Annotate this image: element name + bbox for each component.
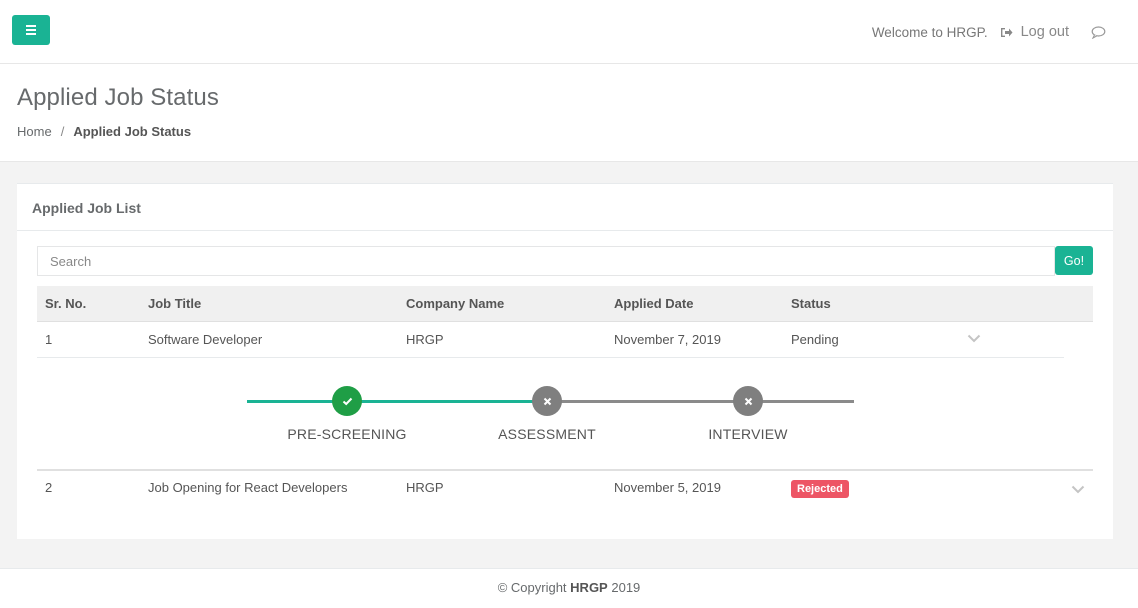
row-sr-no: 2 — [45, 480, 53, 495]
row-applied-date: November 5, 2019 — [614, 480, 721, 495]
row-status: Pending — [791, 332, 839, 347]
top-navbar: Welcome to HRGP. Log out — [0, 0, 1138, 64]
breadcrumb-current: Applied Job Status — [73, 124, 192, 139]
step-pre-screening-marker — [332, 386, 362, 416]
row-divider — [37, 357, 1064, 358]
footer-year: 2019 — [611, 580, 641, 595]
status-badge-rejected: Rejected — [791, 480, 849, 498]
search-input[interactable] — [37, 246, 1055, 276]
table-row[interactable]: 2 Job Opening for React Developers HRGP … — [37, 469, 1093, 507]
table-header: Sr. No. Job Title Company Name Applied D… — [37, 286, 1093, 322]
comment-icon[interactable] — [1091, 25, 1106, 39]
row-job-title: Job Opening for React Developers — [148, 480, 348, 495]
applied-job-list-panel: Applied Job List Go! Sr. No. Job Title C… — [17, 183, 1113, 539]
column-header-applied-date: Applied Date — [614, 296, 694, 311]
column-header-company-name: Company Name — [406, 296, 505, 311]
page-heading: Applied Job Status Home / Applied Job St… — [0, 64, 1138, 162]
row-sr-no: 1 — [45, 332, 53, 347]
column-header-sr-no: Sr. No. — [45, 296, 87, 311]
chevron-down-icon[interactable] — [1071, 485, 1085, 494]
progress-track-complete — [247, 400, 547, 403]
step-label-interview: INTERVIEW — [708, 426, 788, 442]
check-icon — [342, 397, 352, 405]
close-icon — [744, 397, 752, 405]
sign-out-icon — [1000, 27, 1013, 37]
menu-toggle-button[interactable] — [12, 15, 50, 45]
footer-copyright-prefix: © Copyright — [497, 580, 567, 595]
logout-link[interactable]: Log out — [1000, 24, 1069, 40]
application-progress-tracker: PRE-SCREENING ASSESSMENT INTERVIEW — [17, 369, 1113, 449]
column-header-job-title: Job Title — [148, 296, 202, 311]
close-icon — [543, 397, 551, 405]
row-job-title: Software Developer — [148, 332, 263, 347]
welcome-message: Welcome to HRGP. — [871, 24, 988, 40]
table-row[interactable]: 1 Software Developer HRGP November 7, 20… — [37, 322, 1093, 358]
progress-track-incomplete — [547, 400, 854, 403]
row-company-name: HRGP — [406, 332, 444, 347]
footer: © Copyright HRGP 2019 — [0, 568, 1138, 608]
step-interview-marker — [733, 386, 763, 416]
column-header-status: Status — [791, 296, 831, 311]
chevron-down-icon[interactable] — [967, 334, 981, 343]
page-title: Applied Job Status — [17, 84, 219, 111]
breadcrumb-home-link[interactable]: Home — [17, 124, 52, 139]
go-button[interactable]: Go! — [1055, 246, 1093, 275]
breadcrumb-separator: / — [60, 124, 65, 139]
row-status: Rejected — [791, 471, 849, 505]
step-label-pre-screening: PRE-SCREENING — [287, 426, 407, 442]
panel-title: Applied Job List — [17, 184, 1113, 231]
step-assessment-marker — [532, 386, 562, 416]
row-company-name: HRGP — [406, 480, 444, 495]
search-row: Go! — [37, 246, 1093, 276]
footer-brand: HRGP — [570, 580, 608, 595]
row-applied-date: November 7, 2019 — [614, 332, 721, 347]
step-label-assessment: ASSESSMENT — [498, 426, 596, 442]
breadcrumb: Home / Applied Job Status — [17, 124, 191, 139]
logout-label: Log out — [1020, 24, 1069, 40]
